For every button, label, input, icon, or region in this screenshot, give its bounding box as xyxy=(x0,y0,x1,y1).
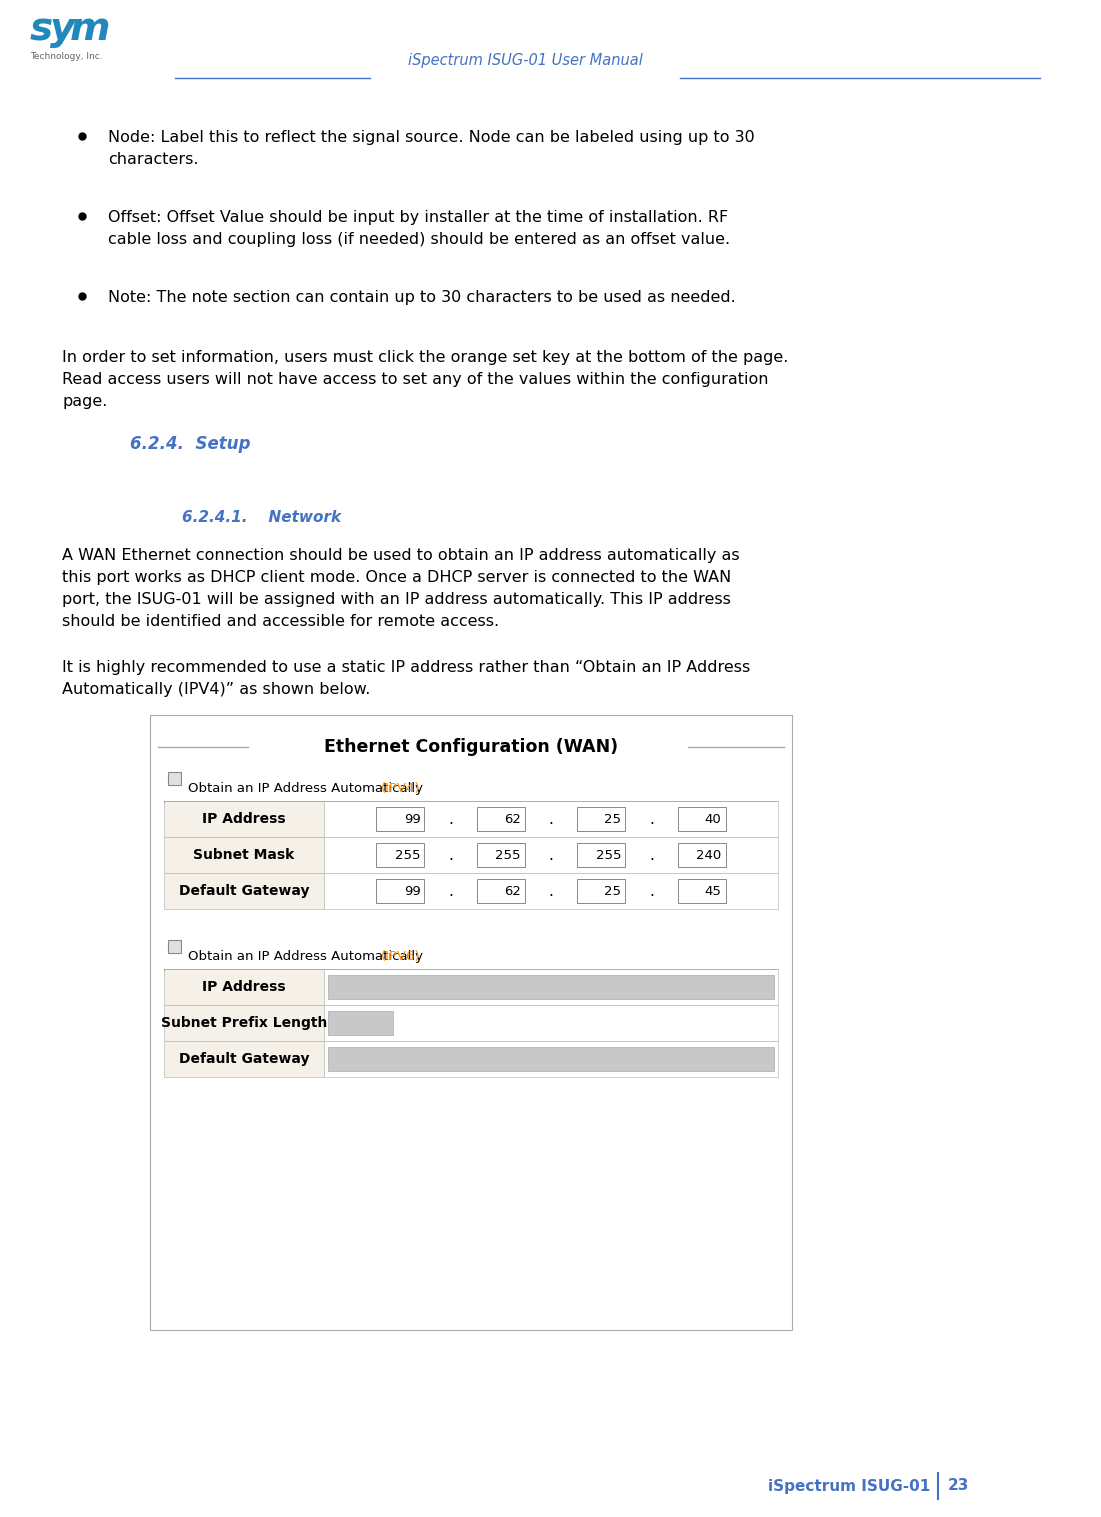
Bar xyxy=(328,1047,774,1071)
Bar xyxy=(577,807,625,831)
Text: .: . xyxy=(548,883,554,898)
Text: iSpectrum ISUG-01 User Manual: iSpectrum ISUG-01 User Manual xyxy=(407,53,643,67)
Bar xyxy=(377,878,424,903)
Bar xyxy=(164,872,324,909)
Text: 25: 25 xyxy=(604,884,621,898)
Text: (IPV6): (IPV6) xyxy=(381,950,421,963)
Text: Obtain an IP Address Automatically: Obtain an IP Address Automatically xyxy=(188,781,427,795)
Text: A WAN Ethernet connection should be used to obtain an IP address automatically a: A WAN Ethernet connection should be used… xyxy=(62,548,740,563)
Bar xyxy=(164,1041,324,1077)
Text: Default Gateway: Default Gateway xyxy=(178,1051,309,1066)
Bar xyxy=(328,1010,393,1035)
Text: 25: 25 xyxy=(604,813,621,825)
Bar xyxy=(324,1004,778,1041)
Text: Node: Label this to reflect the signal source. Node can be labeled using up to 3: Node: Label this to reflect the signal s… xyxy=(108,130,755,146)
Text: port, the ISUG-01 will be assigned with an IP address automatically. This IP add: port, the ISUG-01 will be assigned with … xyxy=(62,592,731,607)
Text: 62: 62 xyxy=(504,884,521,898)
Bar xyxy=(328,975,774,1000)
Bar xyxy=(477,843,525,868)
Bar xyxy=(324,969,778,1004)
Text: Offset: Offset Value should be input by installer at the time of installation. R: Offset: Offset Value should be input by … xyxy=(108,209,728,225)
Text: Subnet Mask: Subnet Mask xyxy=(194,848,295,862)
Text: m: m xyxy=(70,11,110,49)
Text: 45: 45 xyxy=(705,884,721,898)
Text: 6.2.4.1.    Network: 6.2.4.1. Network xyxy=(182,510,341,525)
Bar xyxy=(377,843,424,868)
Text: .: . xyxy=(648,812,654,827)
Text: Obtain an IP Address Automatically: Obtain an IP Address Automatically xyxy=(188,950,427,963)
Text: s: s xyxy=(30,11,53,49)
Bar xyxy=(477,878,525,903)
Text: 40: 40 xyxy=(705,813,721,825)
Text: cable loss and coupling loss (if needed) should be entered as an offset value.: cable loss and coupling loss (if needed)… xyxy=(108,232,730,247)
Text: 23: 23 xyxy=(948,1479,969,1494)
Bar xyxy=(677,878,726,903)
Text: .: . xyxy=(548,812,554,827)
Bar xyxy=(324,872,778,909)
Text: 99: 99 xyxy=(404,884,421,898)
Bar xyxy=(164,837,324,872)
Bar xyxy=(377,807,424,831)
Text: Subnet Prefix Length: Subnet Prefix Length xyxy=(161,1016,327,1030)
Text: 99: 99 xyxy=(404,813,421,825)
Text: (IPV4): (IPV4) xyxy=(381,781,421,795)
Bar xyxy=(324,1041,778,1077)
Text: .: . xyxy=(448,848,453,863)
Text: Default Gateway: Default Gateway xyxy=(178,884,309,898)
Bar xyxy=(577,878,625,903)
Bar xyxy=(324,801,778,837)
Bar xyxy=(477,807,525,831)
Bar xyxy=(168,772,181,784)
Bar xyxy=(324,837,778,872)
Text: 255: 255 xyxy=(395,848,421,862)
Bar xyxy=(164,969,778,971)
Bar xyxy=(164,801,778,804)
Text: Ethernet Configuration (WAN): Ethernet Configuration (WAN) xyxy=(324,737,618,755)
Text: this port works as DHCP client mode. Once a DHCP server is connected to the WAN: this port works as DHCP client mode. Onc… xyxy=(62,570,731,586)
Text: IP Address: IP Address xyxy=(203,812,286,825)
Text: Automatically (IPV4)” as shown below.: Automatically (IPV4)” as shown below. xyxy=(62,683,370,696)
Text: .: . xyxy=(448,883,453,898)
Text: 6.2.4.  Setup: 6.2.4. Setup xyxy=(130,435,251,454)
Text: y: y xyxy=(50,11,75,49)
Bar xyxy=(677,807,726,831)
Text: 240: 240 xyxy=(696,848,721,862)
Text: .: . xyxy=(648,883,654,898)
Text: 255: 255 xyxy=(495,848,521,862)
Text: It is highly recommended to use a static IP address rather than “Obtain an IP Ad: It is highly recommended to use a static… xyxy=(62,660,750,675)
Text: should be identified and accessible for remote access.: should be identified and accessible for … xyxy=(62,614,499,630)
Text: 62: 62 xyxy=(504,813,521,825)
Bar xyxy=(677,843,726,868)
Text: iSpectrum ISUG-01: iSpectrum ISUG-01 xyxy=(767,1479,930,1494)
Text: characters.: characters. xyxy=(108,152,198,167)
Text: page.: page. xyxy=(62,394,108,410)
Bar xyxy=(164,969,324,1004)
Text: Read access users will not have access to set any of the values within the confi: Read access users will not have access t… xyxy=(62,372,768,387)
Text: In order to set information, users must click the orange set key at the bottom o: In order to set information, users must … xyxy=(62,350,788,366)
Bar xyxy=(577,843,625,868)
Text: .: . xyxy=(548,848,554,863)
Text: .: . xyxy=(448,812,453,827)
Text: Note: The note section can contain up to 30 characters to be used as needed.: Note: The note section can contain up to… xyxy=(108,290,735,305)
Text: .: . xyxy=(648,848,654,863)
Bar xyxy=(164,1004,324,1041)
Bar xyxy=(150,715,792,1330)
Bar xyxy=(164,801,324,837)
Bar xyxy=(168,941,181,953)
Text: Technology, Inc.: Technology, Inc. xyxy=(30,52,102,61)
Text: IP Address: IP Address xyxy=(203,980,286,994)
Text: 255: 255 xyxy=(596,848,621,862)
